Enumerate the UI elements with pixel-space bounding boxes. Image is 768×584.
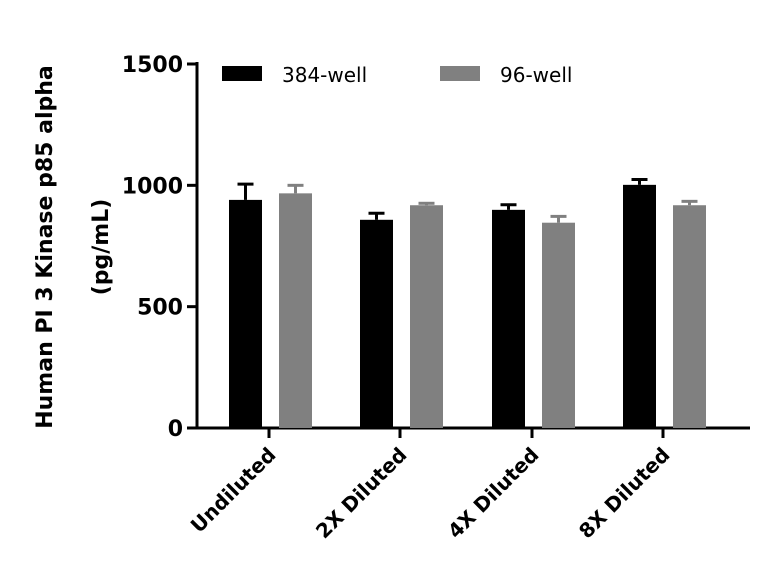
bar-96-well bbox=[410, 205, 443, 428]
legend: 384-well 96-well bbox=[222, 63, 572, 87]
x-tick-label: 2X Diluted bbox=[311, 443, 412, 544]
bar-96-well bbox=[279, 193, 312, 428]
y-tick-label: 1500 bbox=[122, 53, 183, 78]
legend-label: 96-well bbox=[500, 63, 572, 87]
y-axis-label-line2: (pg/mL) bbox=[89, 199, 114, 296]
x-tick-label: Undiluted bbox=[186, 443, 281, 538]
y-tick-label: 500 bbox=[137, 296, 183, 321]
legend-swatch bbox=[440, 66, 480, 81]
x-tick-label: 4X Diluted bbox=[443, 443, 544, 544]
legend-swatch bbox=[222, 66, 262, 81]
legend-label: 384-well bbox=[282, 63, 367, 87]
bar-384-well bbox=[360, 219, 393, 428]
bar-384-well bbox=[492, 209, 525, 428]
bar-384-well bbox=[229, 199, 262, 428]
bar-96-well bbox=[542, 222, 575, 428]
y-axis-label-line1: Human PI 3 Kinase p85 alpha bbox=[33, 65, 58, 429]
y-tick-label: 0 bbox=[168, 417, 183, 442]
y-tick-label: 1000 bbox=[122, 174, 183, 199]
x-tick-label: 8X Diluted bbox=[574, 443, 675, 544]
y-axis-title: Human PI 3 Kinase p85 alpha (pg/mL) bbox=[33, 65, 114, 429]
bar-96-well bbox=[673, 205, 706, 428]
bar-384-well bbox=[623, 184, 656, 428]
